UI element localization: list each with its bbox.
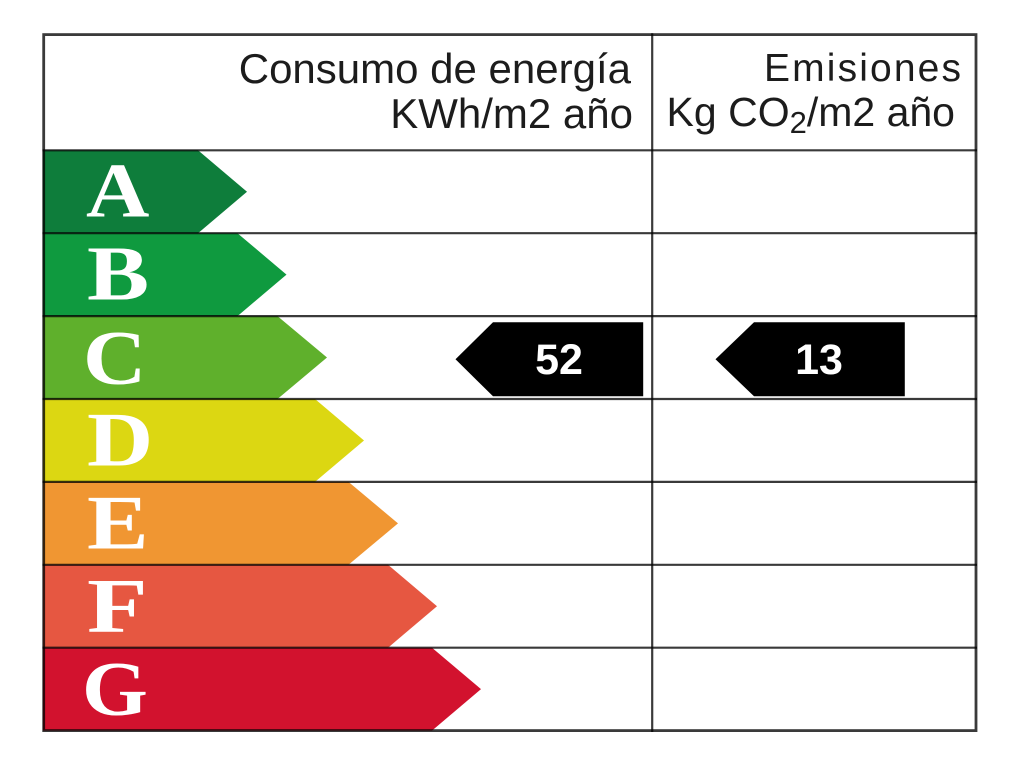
svg-text:13: 13 (795, 336, 843, 384)
svg-text:E: E (87, 481, 149, 566)
svg-text:Kg CO2/m2 año: Kg CO2/m2 año (667, 89, 955, 140)
svg-text:A: A (86, 147, 150, 233)
svg-text:Emisiones: Emisiones (764, 47, 961, 90)
svg-text:F: F (87, 564, 148, 649)
svg-text:52: 52 (535, 336, 583, 384)
svg-text:G: G (82, 646, 148, 732)
svg-text:Consumo de energía: Consumo de energía (239, 45, 632, 92)
svg-text:C: C (83, 314, 146, 400)
svg-text:B: B (87, 232, 149, 317)
svg-text:KWh/m2 año: KWh/m2 año (390, 90, 633, 137)
svg-text:D: D (87, 398, 153, 483)
